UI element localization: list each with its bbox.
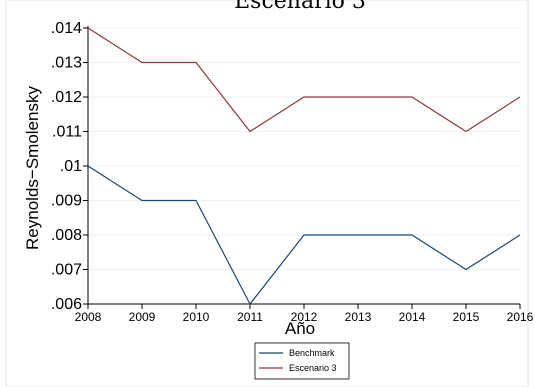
y-tick-label: .007 <box>51 262 82 279</box>
chart-title: Escenario 3 <box>234 0 366 14</box>
chart-frame <box>5 0 529 387</box>
x-tick-label: 2013 <box>345 310 372 324</box>
x-tick-label: 2012 <box>291 310 318 324</box>
y-tick-label: .014 <box>51 20 82 37</box>
y-tick-label: .011 <box>52 124 82 141</box>
y-tick-label: .009 <box>51 193 82 210</box>
y-tick-label: .008 <box>51 227 82 244</box>
y-tick-label: .006 <box>51 296 82 313</box>
legend-label: Escenario 3 <box>289 363 337 373</box>
legend-label: Benchmark <box>289 348 335 358</box>
x-axis-label: Año <box>285 319 315 338</box>
y-tick-label: .012 <box>51 89 82 106</box>
x-tick-label: 2014 <box>399 310 426 324</box>
legend-box <box>254 342 350 380</box>
legend: Benchmark Escenario 3 <box>254 342 350 380</box>
axes: .006 .007 .008 .009 .01 .011 .012 .013 .014 2008 2… <box>51 20 534 324</box>
y-axis-label: Reynolds−Smolensky <box>23 86 42 250</box>
series-line-benchmark <box>87 165 521 305</box>
y-tick-label: .013 <box>51 55 82 72</box>
series-line-escenario-3 <box>87 27 521 133</box>
x-tick-label: 2010 <box>183 310 210 324</box>
x-tick-label: 2009 <box>129 310 156 324</box>
x-tick-label: 2015 <box>453 310 480 324</box>
x-tick-label: 2008 <box>75 310 102 324</box>
y-tick-label: .01 <box>60 158 82 175</box>
series-lines <box>87 27 521 305</box>
x-tick-label: 2016 <box>507 310 534 324</box>
x-tick-label: 2011 <box>237 310 263 324</box>
